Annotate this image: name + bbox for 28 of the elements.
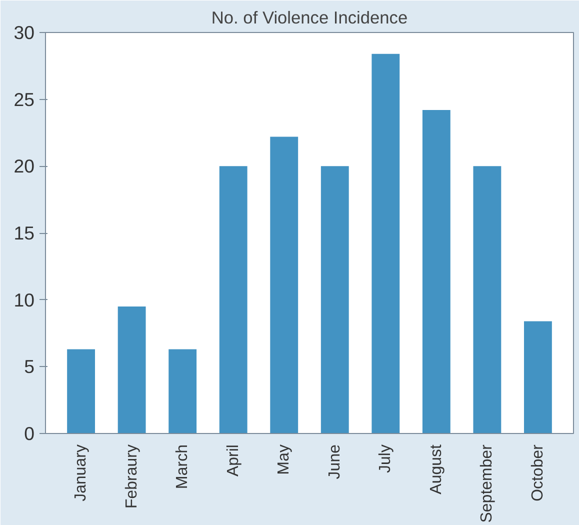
x-tick-label: October: [529, 444, 546, 502]
bar: [320, 166, 349, 434]
x-tick-label: May: [276, 444, 293, 475]
x-tick-label: April: [224, 444, 242, 477]
y-tick-label: 5: [24, 356, 35, 378]
chart-title: No. of Violence Incidence: [211, 8, 408, 28]
bar: [219, 166, 248, 434]
x-tick-label: March: [174, 444, 192, 489]
bar: [270, 136, 298, 434]
bar: [473, 166, 502, 434]
bar: [422, 110, 450, 434]
x-tick-label: January: [72, 444, 90, 502]
y-tick-label: 30: [14, 22, 35, 43]
x-tick-label: July: [377, 444, 394, 473]
x-tick-label: August: [428, 444, 445, 494]
y-tick-label: 0: [24, 423, 35, 444]
y-tick-label: 15: [14, 222, 35, 244]
x-tick-label: June: [326, 444, 344, 480]
bar: [168, 349, 197, 434]
x-tick-label: Febraury: [123, 444, 140, 509]
bar: [67, 349, 95, 434]
x-tick-label: September: [478, 444, 496, 523]
y-tick-label: 25: [14, 88, 35, 110]
y-tick-label: 20: [14, 156, 35, 177]
bar: [118, 306, 146, 434]
y-tick-label: 10: [14, 289, 35, 310]
bar: [524, 321, 552, 434]
bar: [372, 54, 400, 434]
